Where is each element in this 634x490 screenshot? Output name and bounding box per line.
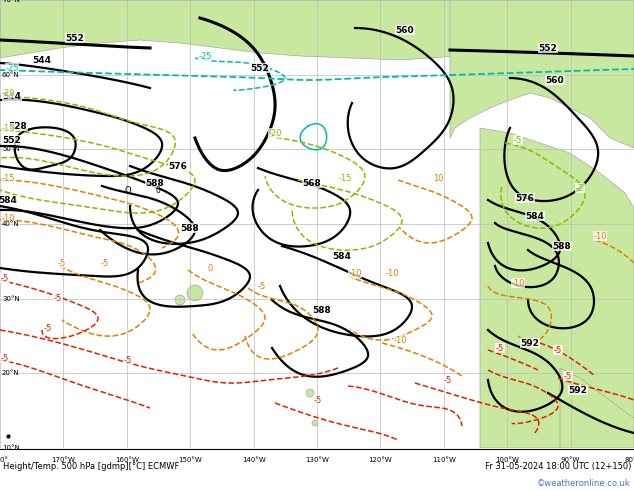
Text: 560: 560 — [396, 25, 414, 34]
Text: -5: -5 — [554, 345, 562, 354]
Text: -25: -25 — [198, 51, 212, 60]
Polygon shape — [480, 128, 634, 448]
Text: -5: -5 — [44, 323, 52, 333]
Text: 544: 544 — [32, 55, 51, 65]
Polygon shape — [560, 368, 634, 448]
Text: -5: -5 — [258, 281, 266, 291]
Text: 20°N: 20°N — [2, 370, 20, 376]
Text: -15: -15 — [1, 123, 15, 132]
Polygon shape — [450, 0, 634, 148]
Text: 544: 544 — [3, 92, 22, 100]
Text: -5: -5 — [1, 273, 9, 283]
Text: 30°N: 30°N — [2, 295, 20, 302]
Text: 0: 0 — [155, 186, 160, 195]
Text: -10: -10 — [511, 278, 525, 288]
Text: 552: 552 — [539, 44, 557, 52]
Text: 576: 576 — [515, 194, 534, 202]
Polygon shape — [0, 0, 634, 63]
Text: 552: 552 — [66, 33, 84, 43]
Text: 180°: 180° — [0, 457, 8, 463]
Text: 576: 576 — [169, 162, 188, 171]
Text: 592: 592 — [569, 386, 588, 394]
Text: 584: 584 — [333, 251, 351, 261]
Text: -10: -10 — [1, 214, 15, 222]
Text: 588: 588 — [146, 178, 164, 188]
Text: -2: -2 — [576, 183, 584, 193]
Text: -10: -10 — [593, 231, 607, 241]
Text: 592: 592 — [521, 339, 540, 347]
Text: -10: -10 — [393, 336, 407, 344]
Text: 130°W: 130°W — [305, 457, 329, 463]
Text: -5: -5 — [1, 353, 9, 363]
Circle shape — [306, 389, 314, 397]
Text: 584: 584 — [526, 212, 545, 220]
Text: -10: -10 — [385, 269, 399, 277]
Text: -20: -20 — [268, 128, 281, 138]
Text: ©weatheronline.co.uk: ©weatheronline.co.uk — [537, 479, 631, 488]
Text: Fr 31-05-2024 18:00 UTC (12+150): Fr 31-05-2024 18:00 UTC (12+150) — [484, 462, 631, 471]
Text: 560: 560 — [546, 75, 564, 84]
Text: 110°W: 110°W — [432, 457, 456, 463]
Text: -5: -5 — [314, 395, 322, 405]
Text: -5: -5 — [514, 136, 522, 145]
Text: 170°W: 170°W — [51, 457, 75, 463]
Text: -5: -5 — [58, 259, 66, 268]
Circle shape — [312, 420, 318, 426]
Circle shape — [175, 295, 185, 305]
Text: -25: -25 — [5, 64, 19, 73]
Text: -5: -5 — [124, 356, 132, 365]
Text: -5: -5 — [101, 259, 109, 268]
Text: -10: -10 — [348, 269, 362, 277]
Text: -5: -5 — [54, 294, 62, 302]
Text: 60°N: 60°N — [2, 72, 20, 78]
Circle shape — [187, 285, 203, 301]
Text: 120°W: 120°W — [368, 457, 392, 463]
Text: 584: 584 — [0, 196, 18, 204]
Text: -20: -20 — [1, 89, 15, 98]
Text: -15: -15 — [339, 173, 352, 182]
Text: 40°N: 40°N — [2, 221, 20, 227]
Text: 0: 0 — [207, 264, 212, 272]
Text: -5: -5 — [564, 371, 572, 381]
Text: 10: 10 — [433, 173, 443, 182]
Text: O: O — [125, 186, 131, 195]
Text: 552: 552 — [250, 64, 269, 73]
Text: 70°N: 70°N — [2, 0, 20, 3]
Text: 10°N: 10°N — [2, 445, 20, 451]
Text: 90°W: 90°W — [561, 457, 580, 463]
Text: 160°W: 160°W — [115, 457, 139, 463]
Text: 528: 528 — [9, 122, 27, 130]
Text: 588: 588 — [313, 305, 332, 315]
Text: 552: 552 — [3, 136, 22, 145]
Text: 100°W: 100°W — [495, 457, 519, 463]
Text: 50°N: 50°N — [2, 147, 20, 152]
Text: 150°W: 150°W — [178, 457, 202, 463]
Text: 588: 588 — [181, 223, 199, 232]
Text: 140°W: 140°W — [242, 457, 266, 463]
Text: 588: 588 — [553, 242, 571, 250]
Text: Height/Temp. 500 hPa [gdmp][°C] ECMWF: Height/Temp. 500 hPa [gdmp][°C] ECMWF — [3, 462, 179, 471]
Text: -5: -5 — [496, 343, 504, 352]
Text: 568: 568 — [302, 178, 321, 188]
Text: -15: -15 — [1, 173, 15, 182]
Text: 80°W: 80°W — [624, 457, 634, 463]
Text: -5: -5 — [444, 375, 452, 385]
